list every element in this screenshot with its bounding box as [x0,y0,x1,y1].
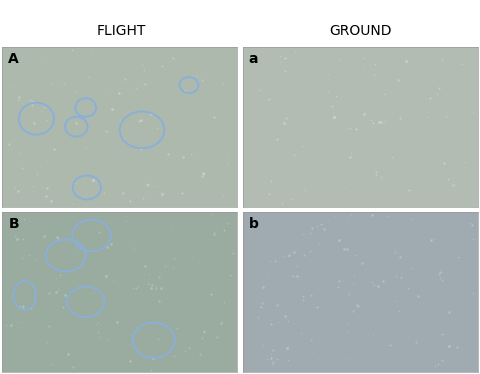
Text: a: a [249,52,258,65]
Text: B: B [8,217,19,231]
Text: b: b [249,217,259,231]
Text: A: A [8,52,19,65]
Text: FLIGHT: FLIGHT [96,24,145,38]
Text: GROUND: GROUND [330,24,392,38]
